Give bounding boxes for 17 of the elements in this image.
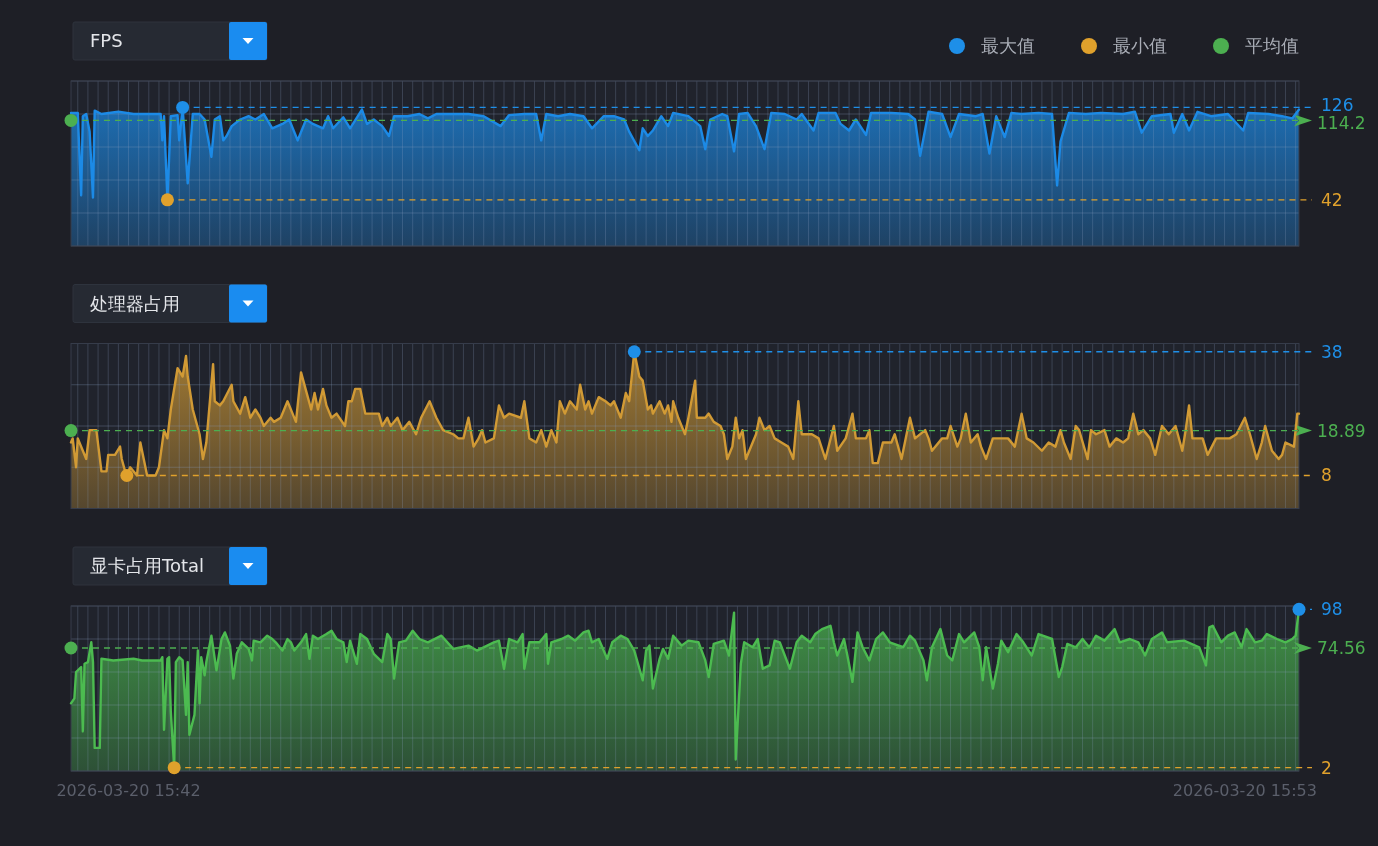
chart-title: FPS [90,30,123,52]
ref-line-label: 126 [1321,94,1354,115]
x-tick-label: 2026-03-20 15:42 [56,780,201,800]
ref-line-label: 18.89 [1317,420,1366,441]
chart-title: 显卡占用Total [90,555,205,577]
x-tick-label: 2026-03-20 15:53 [1172,780,1317,800]
chart-title: 处理器占用 [90,292,180,314]
legend-label: 最小值 [1113,35,1167,57]
ref-line-label: 2 [1321,757,1332,778]
ref-line-label: 38 [1321,341,1343,362]
legend-label: 最大值 [981,35,1035,57]
ref-line-label: 74.56 [1317,637,1366,658]
ref-line-label: 8 [1321,465,1332,486]
ref-line-label: 98 [1321,599,1343,620]
legend-label: 平均值 [1245,35,1299,57]
ref-line-label: 114.2 [1317,112,1366,133]
ref-line-label: 42 [1321,189,1343,210]
